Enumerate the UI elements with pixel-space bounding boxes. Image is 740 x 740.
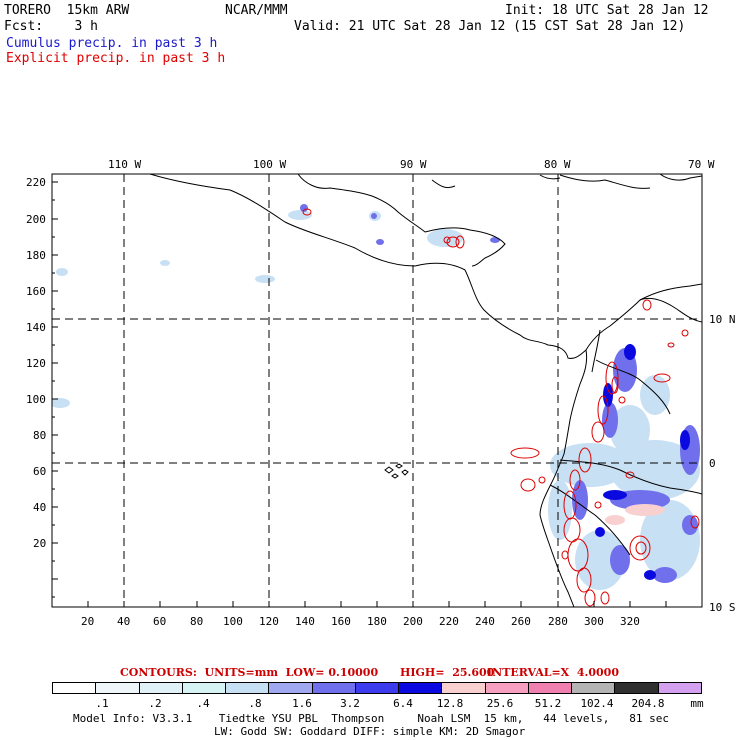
contour-high: HIGH= 25.600 <box>400 666 495 679</box>
legend-swatch <box>658 683 701 693</box>
y-tick: 40 <box>33 501 47 514</box>
explicit-precip-contours <box>302 208 700 607</box>
y-tick: 220 <box>26 176 46 189</box>
axis-ticks <box>52 181 667 607</box>
y-tick: 80 <box>33 429 47 442</box>
x-tick: 240 <box>475 615 495 628</box>
valid-time: Valid: 21 UTC Sat 28 Jan 12 (15 CST Sat … <box>294 19 686 34</box>
lat-label-10n: 10 N <box>709 313 736 326</box>
x-tick: 160 <box>331 615 351 628</box>
legend-label: 3.2 <box>340 697 360 710</box>
legend-swatch <box>182 683 227 693</box>
y-tick: 160 <box>26 285 46 298</box>
legend-swatch <box>139 683 183 693</box>
legend-swatch <box>572 683 616 693</box>
y-tick: 100 <box>26 393 46 406</box>
legend-label: 1.6 <box>292 697 312 710</box>
model-info: Model Info: V3.3.1 Tiedtke YSU PBL Thomp… <box>73 712 670 725</box>
lon-label-110w: 110 W <box>108 158 142 171</box>
y-tick: 200 <box>26 213 46 226</box>
legend-label: .2 <box>148 697 162 710</box>
x-tick: 260 <box>511 615 531 628</box>
x-tick: 120 <box>259 615 279 628</box>
legend-swatch <box>269 683 313 693</box>
x-tick: 320 <box>620 615 640 628</box>
y-tick: 120 <box>26 357 46 370</box>
legend-swatch <box>355 683 400 693</box>
legend-label: 204.8 <box>631 697 665 710</box>
legend-label: 102.4 <box>580 697 614 710</box>
x-tick: 100 <box>223 615 243 628</box>
contour-interval: INTERVAL=X 4.0000 <box>487 666 619 679</box>
lon-label-90w: 90 W <box>400 158 427 171</box>
legend-swatch <box>442 683 486 693</box>
medium-precip-areas <box>300 204 700 583</box>
legend-label: .1 <box>95 697 109 710</box>
field1-title: Cumulus precip. in past 3 h <box>6 36 218 51</box>
legend-swatch <box>485 683 529 693</box>
x-tick: 280 <box>548 615 568 628</box>
forecast-hour: Fcst: 3 h <box>4 19 98 34</box>
legend-label: 25.6 <box>486 697 514 710</box>
x-tick: 40 <box>117 615 131 628</box>
legend-label: .8 <box>248 697 262 710</box>
lon-label-100w: 100 W <box>253 158 287 171</box>
center-name: NCAR/MMM <box>225 3 288 18</box>
pink-precip-areas <box>605 504 665 525</box>
x-tick: 140 <box>295 615 315 628</box>
legend-swatch <box>226 683 270 693</box>
color-legend <box>52 682 702 694</box>
light-precip-areas <box>52 210 700 590</box>
y-tick: 20 <box>33 537 47 550</box>
x-tick: 80 <box>190 615 204 628</box>
x-tick: 220 <box>439 615 459 628</box>
legend-label: 51.2 <box>534 697 562 710</box>
y-tick: 180 <box>26 249 46 262</box>
y-tick: 60 <box>33 465 47 478</box>
lon-label-70w: 70 W <box>688 158 715 171</box>
lat-label-10s: 10 S <box>709 601 736 614</box>
legend-label: 6.4 <box>393 697 413 710</box>
init-time: Init: 18 UTC Sat 28 Jan 12 <box>505 3 709 18</box>
x-tick: 200 <box>403 615 423 628</box>
legend-swatch <box>53 683 97 693</box>
x-tick: 180 <box>367 615 387 628</box>
lat-label-0: 0 <box>709 457 716 470</box>
legend-swatch <box>399 683 443 693</box>
legend-swatch <box>528 683 573 693</box>
legend-swatch <box>312 683 356 693</box>
model-title: TORERO 15km ARW <box>4 3 130 18</box>
field2-title: Explicit precip. in past 3 h <box>6 51 226 66</box>
legend-unit: mm <box>690 697 704 710</box>
x-tick: 20 <box>81 615 95 628</box>
y-tick: 140 <box>26 321 46 334</box>
legend-swatch <box>96 683 140 693</box>
latlon-grid <box>52 174 702 607</box>
contour-info: CONTOURS: UNITS=mm LOW= 0.10000 <box>120 666 379 679</box>
lon-label-80w: 80 W <box>544 158 571 171</box>
legend-label: .4 <box>196 697 210 710</box>
heavy-precip-areas <box>595 344 690 580</box>
x-tick: 60 <box>153 615 167 628</box>
x-tick: 300 <box>584 615 604 628</box>
physics-info: LW: Godd SW: Goddard DIFF: simple KM: 2D… <box>214 725 526 738</box>
legend-label: 12.8 <box>436 697 464 710</box>
legend-swatch <box>615 683 659 693</box>
